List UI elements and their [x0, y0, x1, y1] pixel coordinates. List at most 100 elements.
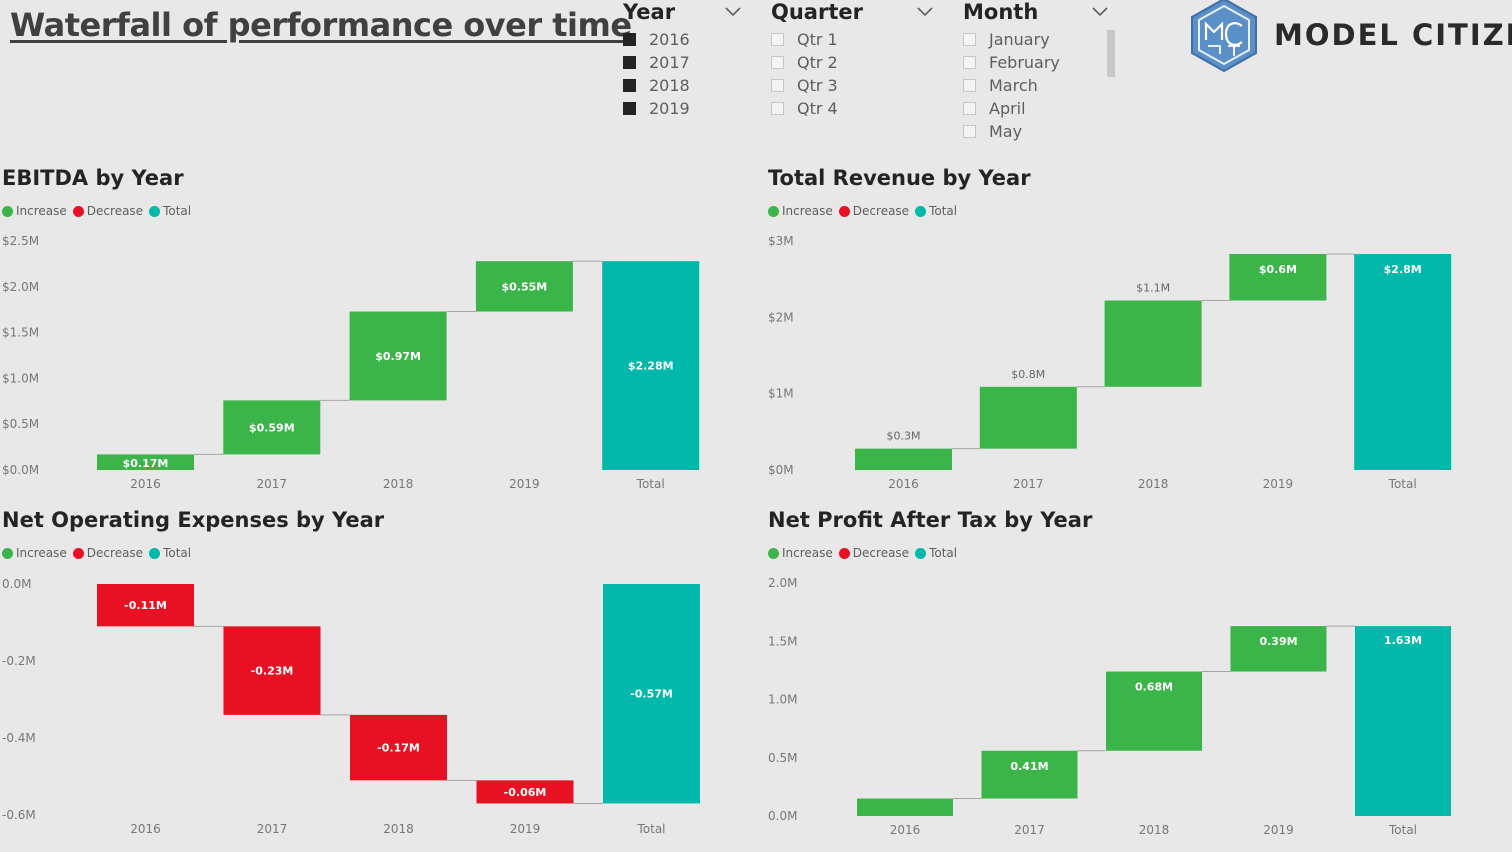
quarter-option[interactable]: Qtr 3 [771, 74, 935, 97]
checkbox[interactable] [963, 56, 976, 69]
legend-item-decrease[interactable]: Decrease [838, 204, 910, 218]
data-label: -0.57M [630, 688, 673, 701]
checkbox[interactable] [771, 56, 784, 69]
month-option[interactable]: January [963, 28, 1110, 51]
checkbox[interactable] [623, 33, 636, 46]
waterfall-bar-2019 [475, 261, 573, 312]
legend-label: Increase [16, 546, 67, 560]
chevron-down-icon[interactable] [1090, 3, 1110, 19]
y-tick-label: 0.5M [768, 751, 797, 765]
checkbox[interactable] [771, 79, 784, 92]
y-tick-label: 2.0M [768, 576, 797, 590]
legend-label: Decrease [852, 204, 910, 218]
checkbox[interactable] [623, 102, 636, 115]
checkbox[interactable] [623, 79, 636, 92]
checkbox[interactable] [963, 102, 976, 115]
npat-chart[interactable]: Net Profit After Tax by Year Increase De… [766, 508, 1512, 852]
legend-marker [768, 547, 779, 559]
year-option[interactable]: 2018 [623, 74, 743, 97]
month-slicer-header[interactable]: Month [963, 0, 1110, 26]
checkbox[interactable] [623, 56, 636, 69]
data-label: 0.68M [1135, 681, 1173, 694]
legend-label: Increase [782, 546, 833, 560]
legend-marker [2, 205, 13, 217]
x-tick-label: 2019 [1263, 823, 1294, 837]
y-tick-label: $1M [768, 387, 794, 401]
legend-marker [2, 547, 13, 559]
year-option[interactable]: 2017 [623, 51, 743, 74]
legend-item-total[interactable]: Total [915, 546, 957, 560]
month-slicer-scrollbar[interactable] [1107, 30, 1115, 77]
data-label: $0.3M [887, 430, 921, 443]
x-tick-label: Total [636, 822, 665, 836]
x-tick-label: 2017 [1014, 823, 1045, 837]
y-tick-label: 0.0M [768, 809, 797, 823]
year-option-label: 2016 [649, 30, 690, 49]
checkbox[interactable] [963, 125, 976, 138]
legend-item-increase[interactable]: Increase [2, 204, 67, 218]
waterfall-bar-2018 [350, 714, 447, 781]
revenue-chart[interactable]: Total Revenue by Year Increase Decrease … [766, 166, 1512, 496]
x-tick-label: 2018 [1139, 823, 1170, 837]
waterfall-bar-2016 [97, 454, 194, 470]
legend-label: Decrease [852, 546, 910, 560]
legend-label: Total [163, 204, 192, 218]
y-tick-label: $2M [768, 310, 794, 324]
chart-legend: Increase Decrease Total [2, 546, 197, 560]
checkbox[interactable] [771, 33, 784, 46]
quarter-option[interactable]: Qtr 2 [771, 51, 935, 74]
year-slicer-header[interactable]: Year [623, 0, 743, 26]
chevron-down-icon[interactable] [723, 3, 743, 19]
opex-chart[interactable]: Net Operating Expenses by Year Increase … [0, 508, 755, 852]
chevron-down-icon[interactable] [915, 3, 935, 19]
legend-item-increase[interactable]: Increase [768, 204, 833, 218]
waterfall-bar-2018 [1106, 671, 1202, 751]
month-option[interactable]: May [963, 120, 1110, 143]
month-option[interactable]: March [963, 74, 1110, 97]
waterfall-bar-2017 [979, 386, 1077, 449]
legend-item-decrease[interactable]: Decrease [72, 546, 143, 560]
data-label: 0.39M [1259, 635, 1297, 648]
year-option[interactable]: 2016 [623, 28, 743, 51]
legend-marker [149, 205, 161, 217]
quarter-option[interactable]: Qtr 1 [771, 28, 935, 51]
y-tick-label: 0.0M [2, 577, 31, 591]
y-tick-label: $0.0M [2, 463, 39, 477]
checkbox[interactable] [963, 79, 976, 92]
legend-item-decrease[interactable]: Decrease [72, 204, 144, 218]
quarter-option[interactable]: Qtr 4 [771, 97, 935, 120]
legend-item-total[interactable]: Total [149, 546, 191, 560]
legend-item-total[interactable]: Total [915, 204, 957, 218]
month-option[interactable]: February [963, 51, 1110, 74]
ebitda-chart[interactable]: EBITDA by Year Increase Decrease Total $… [0, 166, 755, 496]
y-tick-label: 1.0M [768, 693, 797, 707]
y-tick-label: -0.6M [2, 808, 36, 822]
x-tick-label: 2016 [130, 822, 161, 836]
y-tick-label: $3M [768, 234, 794, 248]
checkbox[interactable] [963, 33, 976, 46]
legend-label: Increase [782, 204, 833, 218]
legend-item-increase[interactable]: Increase [768, 546, 833, 560]
waterfall-bar-total [1354, 253, 1452, 470]
x-tick-label: 2016 [890, 823, 921, 837]
month-option[interactable]: April [963, 97, 1110, 120]
x-tick-label: 2018 [1138, 477, 1169, 491]
year-option[interactable]: 2019 [623, 97, 743, 120]
data-label: -0.23M [251, 665, 294, 678]
checkbox[interactable] [771, 102, 784, 115]
data-label: $0.8M [1011, 368, 1045, 381]
legend-marker [149, 547, 161, 559]
legend-item-decrease[interactable]: Decrease [838, 546, 910, 560]
legend-marker [72, 547, 84, 559]
month-option-label: May [989, 122, 1023, 141]
waterfall-bar-2018 [1104, 300, 1202, 387]
quarter-slicer-header[interactable]: Quarter [771, 0, 935, 26]
waterfall-bar-2018 [349, 311, 447, 401]
legend-label: Decrease [86, 204, 144, 218]
legend-item-increase[interactable]: Increase [2, 546, 67, 560]
page-title: Waterfall of performance over time [10, 6, 632, 44]
legend-label: Total [163, 546, 192, 560]
legend-item-total[interactable]: Total [149, 204, 191, 218]
legend-marker [838, 547, 850, 559]
legend-marker [838, 205, 850, 217]
